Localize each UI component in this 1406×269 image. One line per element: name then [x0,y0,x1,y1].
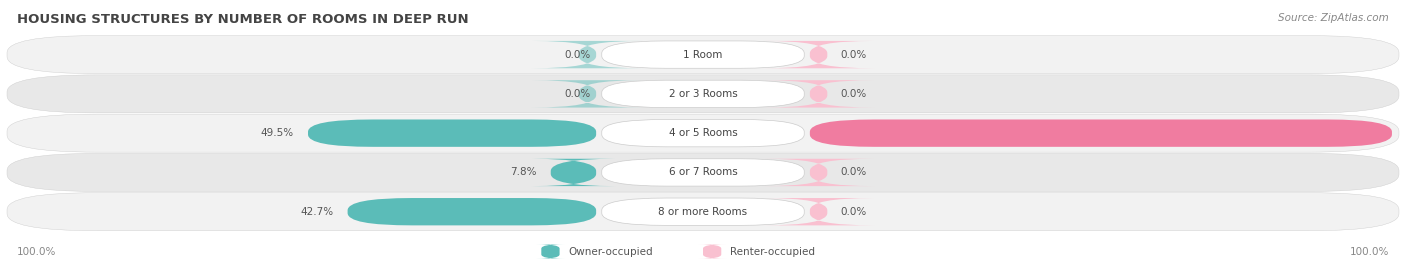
FancyBboxPatch shape [347,198,596,225]
Text: 6 or 7 Rooms: 6 or 7 Rooms [669,167,737,178]
FancyBboxPatch shape [7,153,1399,192]
FancyBboxPatch shape [602,80,804,108]
FancyBboxPatch shape [602,119,804,147]
Text: 100.0%: 100.0% [1403,128,1406,138]
FancyBboxPatch shape [602,198,804,225]
Text: 42.7%: 42.7% [301,207,333,217]
FancyBboxPatch shape [537,244,565,259]
Text: 2 or 3 Rooms: 2 or 3 Rooms [669,89,737,99]
Text: 100.0%: 100.0% [1350,246,1389,257]
Text: 0.0%: 0.0% [839,49,866,60]
FancyBboxPatch shape [7,75,1399,113]
Text: 0.0%: 0.0% [839,207,866,217]
FancyBboxPatch shape [763,80,875,108]
FancyBboxPatch shape [763,198,875,225]
FancyBboxPatch shape [7,36,1399,74]
FancyBboxPatch shape [810,119,1392,147]
Text: 0.0%: 0.0% [564,89,591,99]
Text: 8 or more Rooms: 8 or more Rooms [658,207,748,217]
Text: Renter-occupied: Renter-occupied [730,246,814,257]
Text: 100.0%: 100.0% [17,246,56,257]
Text: 49.5%: 49.5% [262,128,294,138]
FancyBboxPatch shape [763,41,875,68]
FancyBboxPatch shape [697,244,725,259]
FancyBboxPatch shape [7,114,1399,152]
FancyBboxPatch shape [602,41,804,68]
FancyBboxPatch shape [531,80,643,108]
FancyBboxPatch shape [531,41,643,68]
FancyBboxPatch shape [763,159,875,186]
Text: 0.0%: 0.0% [839,167,866,178]
Text: 1 Room: 1 Room [683,49,723,60]
FancyBboxPatch shape [308,119,596,147]
Text: 4 or 5 Rooms: 4 or 5 Rooms [669,128,737,138]
FancyBboxPatch shape [531,159,614,186]
FancyBboxPatch shape [7,193,1399,231]
Text: HOUSING STRUCTURES BY NUMBER OF ROOMS IN DEEP RUN: HOUSING STRUCTURES BY NUMBER OF ROOMS IN… [17,13,468,26]
FancyBboxPatch shape [602,159,804,186]
Text: Owner-occupied: Owner-occupied [568,246,652,257]
Text: 0.0%: 0.0% [839,89,866,99]
Text: 0.0%: 0.0% [564,49,591,60]
Text: 7.8%: 7.8% [510,167,537,178]
Text: Source: ZipAtlas.com: Source: ZipAtlas.com [1278,13,1389,23]
